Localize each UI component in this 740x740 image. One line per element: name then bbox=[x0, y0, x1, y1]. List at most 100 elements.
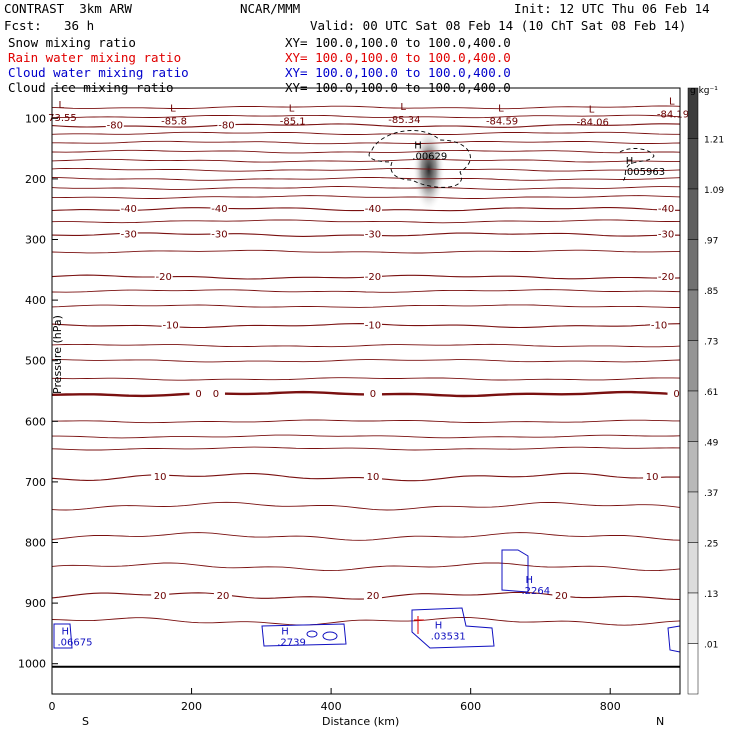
isotherm-line bbox=[52, 195, 681, 199]
snow-contour bbox=[368, 130, 471, 188]
isotherm-label-bg bbox=[667, 387, 686, 400]
isotherm-line bbox=[51, 532, 681, 541]
isotherm-line bbox=[51, 358, 681, 363]
isotherm-label-bg bbox=[210, 227, 229, 240]
isotherm-label-bg bbox=[363, 202, 382, 215]
isotherm-label: 20 bbox=[367, 591, 380, 602]
isotherm-label-bg bbox=[119, 227, 138, 240]
isotherm-label: -40 bbox=[211, 204, 227, 215]
isotherm-label-bg bbox=[217, 118, 236, 131]
isotherm-label-bg bbox=[643, 470, 662, 483]
isotherm-label: 20 bbox=[555, 591, 568, 602]
isotherm-label-bg bbox=[151, 588, 170, 601]
isotherm-label: -30 bbox=[211, 230, 227, 241]
low-value: -85.34 bbox=[388, 115, 420, 126]
snow-max-marker: H bbox=[626, 156, 634, 167]
colorbar-swatch bbox=[687, 643, 699, 695]
isotherm-label: -10 bbox=[162, 321, 178, 332]
colorbar-level-label: .49 bbox=[704, 439, 719, 449]
isotherm-label: -20 bbox=[365, 272, 381, 283]
colorbar-level-label: .61 bbox=[704, 388, 718, 398]
isotherm-label-bg bbox=[210, 202, 229, 215]
isotherm-line bbox=[51, 177, 681, 181]
snow-contour bbox=[619, 148, 655, 183]
colorbar-swatch bbox=[687, 188, 699, 240]
org-title: NCAR/MMM bbox=[240, 1, 301, 16]
isotherm-label: 20 bbox=[154, 591, 167, 602]
snow-max-value: .005963 bbox=[624, 167, 665, 178]
isotherm-label: 0 bbox=[195, 389, 201, 400]
isotherm-label: -40 bbox=[365, 204, 381, 215]
colorbar-swatch bbox=[687, 239, 699, 291]
isotherm-line bbox=[51, 501, 681, 511]
colorbar-level-label: .13 bbox=[704, 590, 718, 600]
colorbar-level-label: .85 bbox=[704, 287, 718, 297]
isotherm-label-bg bbox=[161, 318, 180, 331]
isotherm-line bbox=[51, 167, 681, 172]
y-tick-label: 800 bbox=[25, 537, 46, 550]
cloud-water-contour bbox=[501, 549, 529, 593]
x-end-label-north: N bbox=[656, 715, 664, 728]
cloud-water-max-value: .06675 bbox=[57, 637, 92, 648]
isotherm-label: -40 bbox=[658, 204, 674, 215]
isotherm-label: -10 bbox=[365, 321, 381, 332]
cloud-water-contour bbox=[411, 607, 495, 649]
colorbar-level-label: .73 bbox=[704, 338, 718, 348]
isotherm-line bbox=[51, 186, 681, 190]
isotherm-label-bg bbox=[154, 270, 173, 283]
isotherm-label-bg bbox=[363, 470, 382, 483]
isotherm-label-bg bbox=[657, 202, 676, 215]
x-tick-label: 400 bbox=[321, 700, 342, 713]
cloud-water-contour bbox=[306, 630, 318, 638]
x-end-label-south: S bbox=[82, 715, 89, 728]
low-marker: L bbox=[498, 103, 504, 114]
low-marker: L bbox=[170, 103, 176, 114]
y-tick-label: 700 bbox=[25, 476, 46, 489]
init-time: Init: 12 UTC Thu 06 Feb 14 bbox=[514, 1, 710, 16]
isotherm-line bbox=[51, 562, 681, 572]
low-value: -84.19 bbox=[657, 110, 689, 121]
chart-header: CONTRAST 3km ARW NCAR/MMM Init: 12 UTC T… bbox=[0, 0, 740, 95]
isotherm-label-bg bbox=[213, 588, 232, 601]
isotherm-label-bg bbox=[552, 588, 571, 601]
field-rain-xy: XY= 100.0,100.0 to 100.0,400.0 bbox=[285, 50, 511, 65]
colorbar-swatch bbox=[687, 491, 699, 543]
y-tick-label: 300 bbox=[25, 234, 46, 247]
isotherm-line bbox=[52, 434, 681, 439]
low-value: -84.06 bbox=[577, 117, 609, 128]
isotherm-label-bg bbox=[363, 318, 382, 331]
isotherm-label: -20 bbox=[658, 272, 674, 283]
isotherm-line bbox=[51, 304, 680, 308]
low-marker: L bbox=[669, 97, 675, 108]
isotherm-line bbox=[51, 249, 680, 254]
field-snow-xy: XY= 100.0,100.0 to 100.0,400.0 bbox=[285, 35, 511, 50]
cloud-water-max-marker: H bbox=[525, 575, 533, 586]
colorbar-level-label: .25 bbox=[704, 540, 718, 550]
isotherm-line bbox=[51, 219, 681, 224]
isotherm-line bbox=[52, 140, 681, 145]
low-value: -84.59 bbox=[486, 116, 518, 127]
low-marker: L bbox=[589, 104, 595, 115]
x-axis-title: Distance (km) bbox=[322, 715, 399, 728]
isotherm-label-bg bbox=[657, 227, 676, 240]
y-tick-label: 1000 bbox=[18, 658, 46, 671]
model-title: CONTRAST 3km ARW bbox=[4, 1, 132, 16]
y-tick-label: 500 bbox=[25, 355, 46, 368]
colorbar-level-label: 1.09 bbox=[704, 186, 724, 196]
isotherm-line bbox=[51, 617, 681, 626]
isotherm-line bbox=[51, 158, 680, 163]
isotherm-line bbox=[51, 105, 681, 110]
isotherm-label: 10 bbox=[154, 472, 167, 483]
isotherm-label-bg bbox=[105, 118, 124, 131]
y-tick-label: 200 bbox=[25, 173, 46, 186]
x-tick-label: 800 bbox=[600, 700, 621, 713]
cloud-water-max-value: .2264 bbox=[521, 586, 550, 597]
colorbar-level-label: .97 bbox=[704, 237, 718, 247]
isotherm-label: 0 bbox=[213, 389, 219, 400]
isotherm-label-bg bbox=[119, 202, 138, 215]
isotherm-label: 20 bbox=[217, 591, 230, 602]
low-value: 73.55 bbox=[48, 113, 77, 124]
isotherm-line bbox=[51, 377, 681, 381]
isotherm-line bbox=[51, 131, 680, 135]
